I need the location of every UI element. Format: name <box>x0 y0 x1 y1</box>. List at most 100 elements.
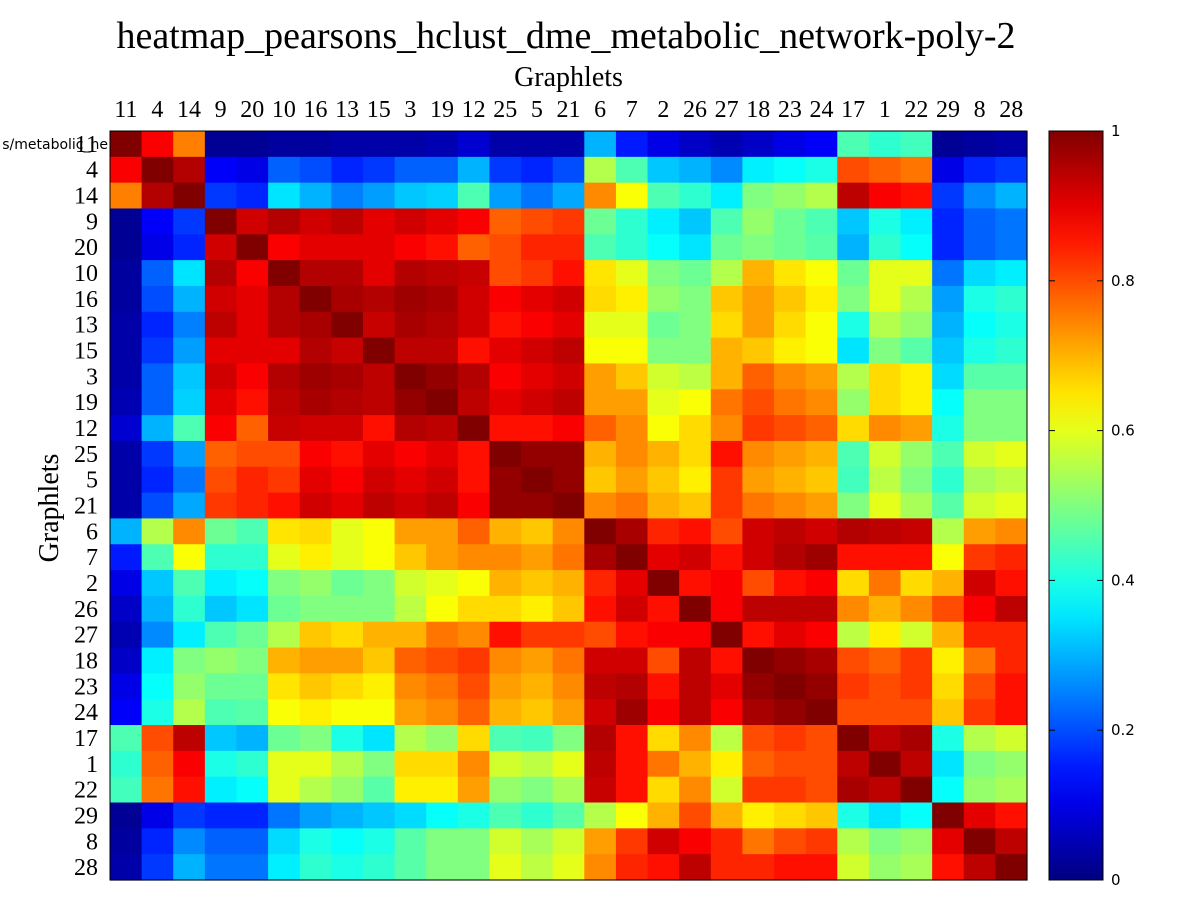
heatmap-cell <box>774 570 807 597</box>
heatmap-cell <box>394 699 427 726</box>
heatmap-cell <box>141 802 174 829</box>
heatmap-cell <box>615 647 649 674</box>
heatmap-cell <box>489 699 522 726</box>
heatmap-cell <box>141 621 174 649</box>
heatmap-cell <box>963 544 996 571</box>
heatmap-cell <box>236 828 269 855</box>
heatmap-cell <box>805 466 838 494</box>
heatmap-cell <box>995 311 1028 339</box>
heatmap-cell <box>173 182 206 210</box>
heatmap-cell <box>995 156 1028 184</box>
heatmap-cell <box>647 828 680 855</box>
heatmap-cell <box>331 234 364 261</box>
x-tick-label: 20 <box>240 97 264 123</box>
heatmap-cell <box>995 492 1028 520</box>
heatmap-cell <box>268 234 301 261</box>
heatmap-cell <box>299 415 332 442</box>
heatmap-cell <box>900 415 933 442</box>
heatmap-cell <box>331 776 364 804</box>
heatmap-cell <box>521 389 554 416</box>
heatmap-cell <box>995 440 1028 468</box>
heatmap-cell <box>837 647 870 674</box>
heatmap-cell <box>141 311 174 339</box>
heatmap-cell <box>204 570 238 597</box>
heatmap-cell <box>584 337 617 365</box>
x-tick-label: 6 <box>594 97 606 123</box>
heatmap-cell <box>837 776 870 804</box>
heatmap-cell <box>805 544 838 571</box>
heatmap-cell <box>615 285 649 313</box>
y-tick-label: 16 <box>74 287 98 313</box>
heatmap-cell <box>932 854 965 881</box>
heatmap-cell <box>489 440 522 468</box>
heatmap-cell <box>236 389 269 416</box>
heatmap-cell <box>299 802 332 829</box>
heatmap-cell <box>647 621 680 649</box>
heatmap-cell <box>204 699 238 726</box>
heatmap-cell <box>426 363 459 390</box>
heatmap-cell <box>236 131 269 158</box>
heatmap-cell <box>362 802 396 829</box>
heatmap-cell <box>394 234 427 261</box>
heatmap-cell <box>805 234 838 261</box>
heatmap-cell <box>868 725 902 752</box>
heatmap-cell <box>710 673 744 700</box>
heatmap-cell <box>204 260 238 287</box>
heatmap-cell <box>584 466 617 494</box>
heatmap-cell <box>584 440 617 468</box>
heatmap-cell <box>521 415 554 442</box>
heatmap-cell <box>204 337 238 365</box>
heatmap-cell <box>742 466 775 494</box>
heatmap-cell <box>236 440 269 468</box>
heatmap-cell <box>362 828 396 855</box>
heatmap-cell <box>584 802 617 829</box>
heatmap-cell <box>268 492 301 520</box>
heatmap-cell <box>679 518 712 545</box>
heatmap-cell <box>268 131 301 158</box>
heatmap-cell <box>837 363 870 390</box>
heatmap-cell <box>900 285 933 313</box>
heatmap-cell <box>552 337 585 365</box>
heatmap-cell <box>837 544 870 571</box>
heatmap-cell <box>805 673 838 700</box>
heatmap-cell <box>615 337 649 365</box>
heatmap-cell <box>457 208 491 235</box>
heatmap-cell <box>837 234 870 261</box>
heatmap-cell <box>900 440 933 468</box>
heatmap-cell <box>805 208 838 235</box>
heatmap-cell <box>679 182 712 210</box>
heatmap-cell <box>110 750 143 778</box>
chart-title: heatmap_pearsons_hclust_dme_metabolic_ne… <box>116 15 1016 57</box>
heatmap-cell <box>110 647 143 674</box>
heatmap-cell <box>805 156 838 184</box>
x-tick-label: 19 <box>430 97 454 123</box>
heatmap-cell <box>837 415 870 442</box>
heatmap-cell <box>362 260 396 287</box>
heatmap-cell <box>710 234 744 261</box>
heatmap-cell <box>426 492 459 520</box>
heatmap-cell <box>742 570 775 597</box>
heatmap-cell <box>552 156 585 184</box>
heatmap-cell <box>141 260 174 287</box>
heatmap-cell <box>173 389 206 416</box>
heatmap-cell <box>679 776 712 804</box>
heatmap-cell <box>900 492 933 520</box>
heatmap-cell <box>394 208 427 235</box>
heatmap-cell <box>173 802 206 829</box>
heatmap-cell <box>679 208 712 235</box>
heatmap-cell <box>995 570 1028 597</box>
y-tick-label: 18 <box>74 648 98 674</box>
heatmap-cell <box>236 311 269 339</box>
heatmap-cell <box>995 208 1028 235</box>
heatmap-cell <box>900 156 933 184</box>
heatmap-cell <box>584 311 617 339</box>
heatmap-cell <box>995 337 1028 365</box>
colorbar-tick-label: 0.4 <box>1111 571 1135 589</box>
heatmap-cell <box>426 337 459 365</box>
heatmap-cell <box>236 492 269 520</box>
x-tick-label: 14 <box>177 97 201 123</box>
heatmap-cell <box>268 647 301 674</box>
heatmap-cell <box>362 544 396 571</box>
heatmap-cell <box>615 208 649 235</box>
heatmap-cell <box>868 621 902 649</box>
